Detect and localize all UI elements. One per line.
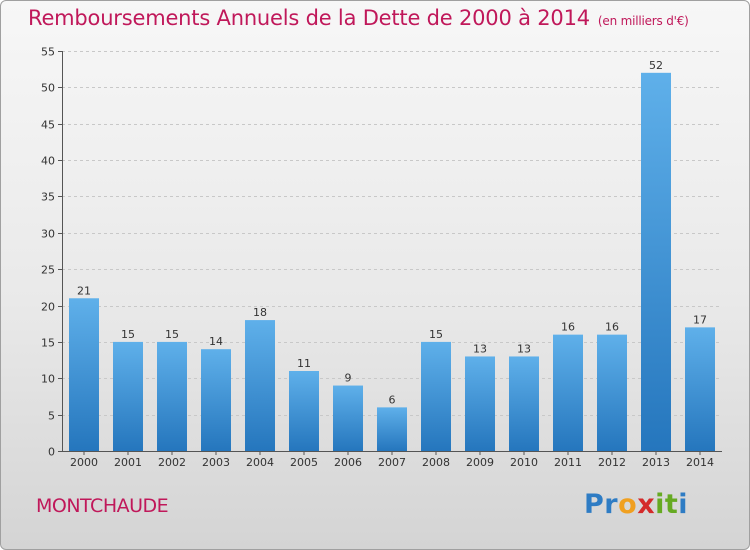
bar-value-label: 15 (429, 328, 443, 341)
x-tick-label: 2006 (334, 456, 362, 469)
labels: 0 5 10 15 20 25 30 35 40 45 50 55 21 2000 15 2001 15 2002… (41, 46, 714, 470)
x-tick-label: 2001 (114, 456, 142, 469)
x-tick-label: 2007 (378, 456, 406, 469)
bar (289, 371, 319, 451)
x-tick-label: 2011 (554, 456, 582, 469)
axes (58, 51, 722, 455)
logo-letter: P (584, 489, 605, 520)
place-name: MONTCHAUDE (36, 495, 169, 517)
bar-value-label: 15 (165, 328, 179, 341)
logo-letter: i (678, 489, 689, 520)
bar (69, 298, 99, 451)
bar-value-label: 9 (345, 372, 352, 385)
x-tick-label: 2002 (158, 456, 186, 469)
bar-value-label: 16 (561, 321, 575, 334)
bar-value-label: 21 (77, 284, 91, 297)
bar (201, 349, 231, 451)
chart-title: Remboursements Annuels de la Dette de 20… (28, 6, 689, 30)
logo-letter: r (604, 489, 619, 520)
x-tick-label: 2005 (290, 456, 318, 469)
y-tick-label: 55 (41, 46, 55, 59)
y-tick-label: 50 (41, 82, 55, 95)
bar (685, 327, 715, 451)
x-tick-label: 2012 (598, 456, 626, 469)
bar (465, 356, 495, 451)
unit-text: (en milliers d'€) (597, 14, 689, 28)
x-tick-label: 2013 (642, 456, 670, 469)
y-tick-label: 20 (41, 301, 55, 314)
logo-letter: o (618, 489, 638, 520)
x-tick-label: 2003 (202, 456, 230, 469)
bar (333, 385, 363, 451)
x-tick-label: 2010 (510, 456, 538, 469)
bar (509, 356, 539, 451)
y-tick-label: 40 (41, 155, 55, 168)
title-text: Remboursements Annuels de la Dette de 20… (28, 6, 590, 30)
x-tick-label: 2004 (246, 456, 274, 469)
bar-value-label: 18 (253, 306, 267, 319)
y-tick-label: 25 (41, 264, 55, 277)
bar-value-label: 13 (517, 342, 531, 355)
y-tick-label: 15 (41, 337, 55, 350)
y-tick-label: 35 (41, 191, 55, 204)
y-tick-label: 45 (41, 119, 55, 132)
logo-letter: t (664, 489, 679, 520)
bar (597, 334, 627, 451)
bar-value-label: 15 (121, 328, 135, 341)
bar-value-label: 11 (297, 357, 311, 370)
y-tick-label: 10 (41, 373, 55, 386)
bar-value-label: 13 (473, 342, 487, 355)
bar-value-label: 17 (693, 313, 707, 326)
x-tick-label: 2014 (686, 456, 714, 469)
bars (69, 72, 715, 452)
bar (377, 407, 407, 451)
bar-value-label: 6 (389, 393, 396, 406)
bar-value-label: 16 (605, 321, 619, 334)
bar (245, 320, 275, 451)
y-tick-label: 0 (48, 446, 55, 459)
bar-value-label: 14 (209, 335, 223, 348)
bar (157, 341, 187, 451)
x-tick-label: 2009 (466, 456, 494, 469)
bar (553, 334, 583, 451)
bar (421, 341, 451, 451)
grid-lines (62, 51, 722, 416)
y-tick-label: 5 (48, 410, 55, 423)
y-tick-label: 30 (41, 228, 55, 241)
proxiti-logo: Proxiti (584, 489, 688, 520)
bar (113, 341, 143, 451)
bar (641, 72, 671, 452)
x-tick-label: 2000 (70, 456, 98, 469)
logo-letter: x (637, 489, 656, 520)
logo-letter: i (655, 489, 665, 520)
x-tick-label: 2008 (422, 456, 450, 469)
bar-value-label: 52 (649, 59, 663, 72)
